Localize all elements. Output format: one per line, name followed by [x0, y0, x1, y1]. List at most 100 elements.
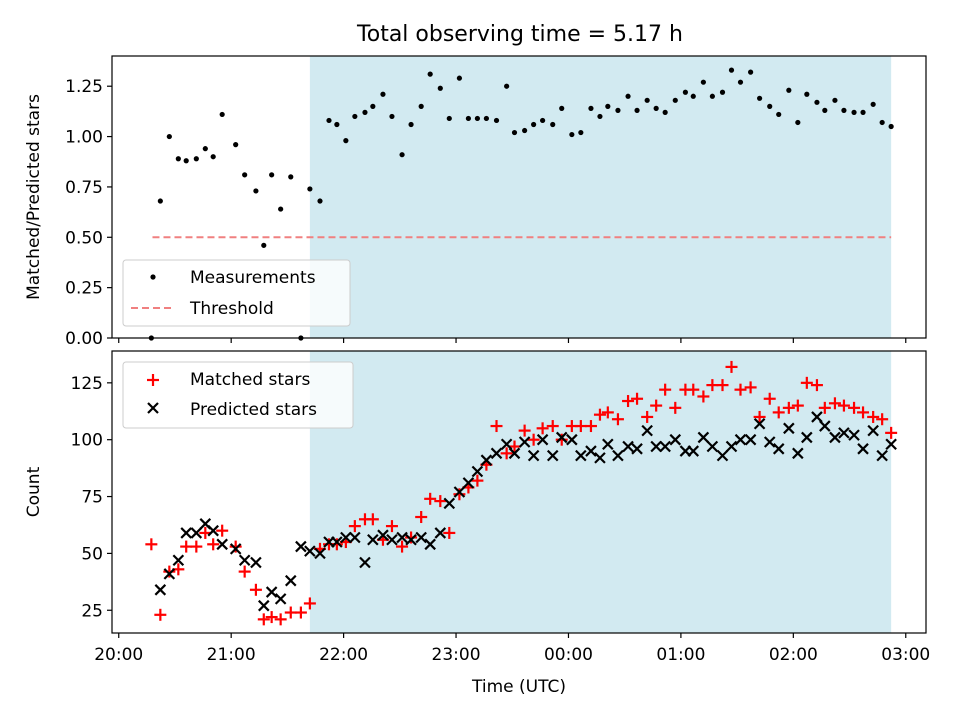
matched-star-point — [772, 406, 785, 419]
bottom-x-ticks: 20:00 21:00 22:00 23:00 00:00 01:00 02:00 03:00 — [94, 633, 930, 665]
predicted-star-point — [857, 443, 869, 455]
measurement-point — [804, 91, 810, 97]
measurement-point — [202, 146, 208, 152]
matched-star-point — [508, 440, 521, 453]
matched-star-point — [837, 399, 850, 412]
measurement-point — [261, 242, 267, 248]
bottom-shaded-region — [309, 351, 892, 633]
bottom-legend-box — [122, 361, 354, 429]
predicted-star-point — [811, 411, 823, 423]
measurement-point — [210, 154, 216, 160]
top-panel: 0.00 0.25 0.50 0.75 1.00 1.25 Matched/Predict… — [24, 55, 927, 349]
measurement-legend-marker — [150, 274, 156, 280]
measurement-point — [427, 71, 433, 77]
matched-star-point — [207, 538, 220, 551]
measurement-point — [767, 103, 773, 109]
measurement-point — [795, 119, 801, 126]
predicted-star-point — [734, 433, 747, 446]
predicted-star-point — [471, 465, 484, 478]
matched-star-point — [385, 520, 398, 533]
matched-star-point — [518, 424, 531, 437]
matched-star-point — [593, 408, 606, 421]
predicted-star-point — [462, 477, 475, 489]
matched-star-point — [443, 526, 456, 539]
matched-star-point — [500, 447, 513, 460]
matched-star-point — [216, 524, 229, 537]
matched-star-point — [249, 583, 262, 596]
predicted-star-point — [867, 424, 879, 437]
measurement-point — [597, 113, 603, 120]
matched-star-point — [303, 597, 316, 610]
matched-star-point — [229, 540, 242, 553]
bottom-y-tick-label: 75 — [81, 488, 103, 508]
predicted-star-point — [763, 436, 776, 448]
matched-star-point — [641, 410, 654, 423]
predicted-star-point — [801, 431, 813, 444]
predicted-star-point — [885, 438, 897, 451]
predicted-star-point — [546, 449, 559, 462]
matched-star-point — [471, 474, 484, 487]
top-y-axis-label: Matched/Predicted stars — [24, 94, 44, 300]
predicted-star-point — [622, 440, 634, 453]
legend-measurements-label: Measurements — [190, 268, 316, 288]
top-axes-frame — [111, 55, 927, 339]
measurement-point — [389, 113, 395, 120]
matched-star-point — [706, 379, 719, 392]
matched-star-point — [818, 401, 831, 414]
measurement-point — [175, 156, 181, 162]
predicted-star-point — [536, 433, 549, 446]
predicted-star-point — [443, 497, 456, 510]
predicted-star-point — [585, 445, 597, 457]
matched-star-point — [601, 406, 614, 419]
measurement-point — [233, 142, 239, 148]
predicted-star-point — [180, 527, 192, 539]
measurement-point — [504, 83, 510, 89]
bottom-panel: 25 50 75 100 125 20:00 21:00 22:00 23:00 00:00 01… — [24, 350, 930, 697]
matched-star-point — [782, 401, 795, 414]
predicted-star-point — [304, 545, 316, 557]
matched-star-point — [659, 383, 672, 396]
matched-star-point — [584, 420, 597, 433]
measurement-point — [540, 117, 546, 124]
bottom-legend: Matched stars Predicted stars — [122, 361, 354, 429]
measurement-point — [483, 115, 489, 122]
predicted-star-point — [163, 568, 176, 580]
measurement-point — [399, 152, 405, 158]
predicted-star-point — [340, 531, 352, 544]
predicted-star-point — [274, 593, 287, 605]
predicted-star-point — [575, 449, 587, 462]
matched-star-point — [274, 613, 287, 626]
matched-star-point — [574, 420, 587, 433]
bottom-axes-frame — [111, 350, 927, 634]
x-axis-label: Time (UTC) — [471, 677, 566, 697]
predicted-star-point — [716, 449, 729, 462]
matched-star-point — [366, 513, 379, 526]
measurement-point — [653, 105, 659, 111]
predicted-star-point — [295, 540, 307, 553]
predicted-star-point — [792, 447, 804, 460]
predicted-star-point — [265, 586, 278, 598]
measurement-point — [748, 69, 754, 75]
measurement-point — [219, 111, 225, 118]
predicted-star-point — [424, 538, 436, 551]
matched-star-point — [238, 565, 251, 578]
matched-star-points — [145, 360, 898, 626]
measurement-point — [511, 129, 518, 136]
top-y-tick-label: 0.75 — [65, 178, 103, 198]
matched-star-point — [405, 531, 418, 544]
matched-legend-marker — [147, 374, 159, 386]
measurement-point — [786, 87, 792, 93]
x-tick-label: 23:00 — [432, 645, 481, 665]
matched-star-point — [434, 495, 447, 508]
matched-star-point — [611, 413, 624, 426]
x-tick-label: 22:00 — [319, 645, 368, 665]
matched-star-point — [199, 526, 212, 539]
predicted-star-point — [848, 429, 860, 441]
matched-star-point — [163, 565, 176, 578]
predicted-star-point — [508, 447, 521, 460]
predicted-star-point — [359, 556, 371, 569]
top-x-ticks — [118, 338, 907, 343]
measurement-point — [860, 109, 866, 115]
measurement-point — [634, 107, 640, 113]
measurement-point — [814, 99, 820, 105]
